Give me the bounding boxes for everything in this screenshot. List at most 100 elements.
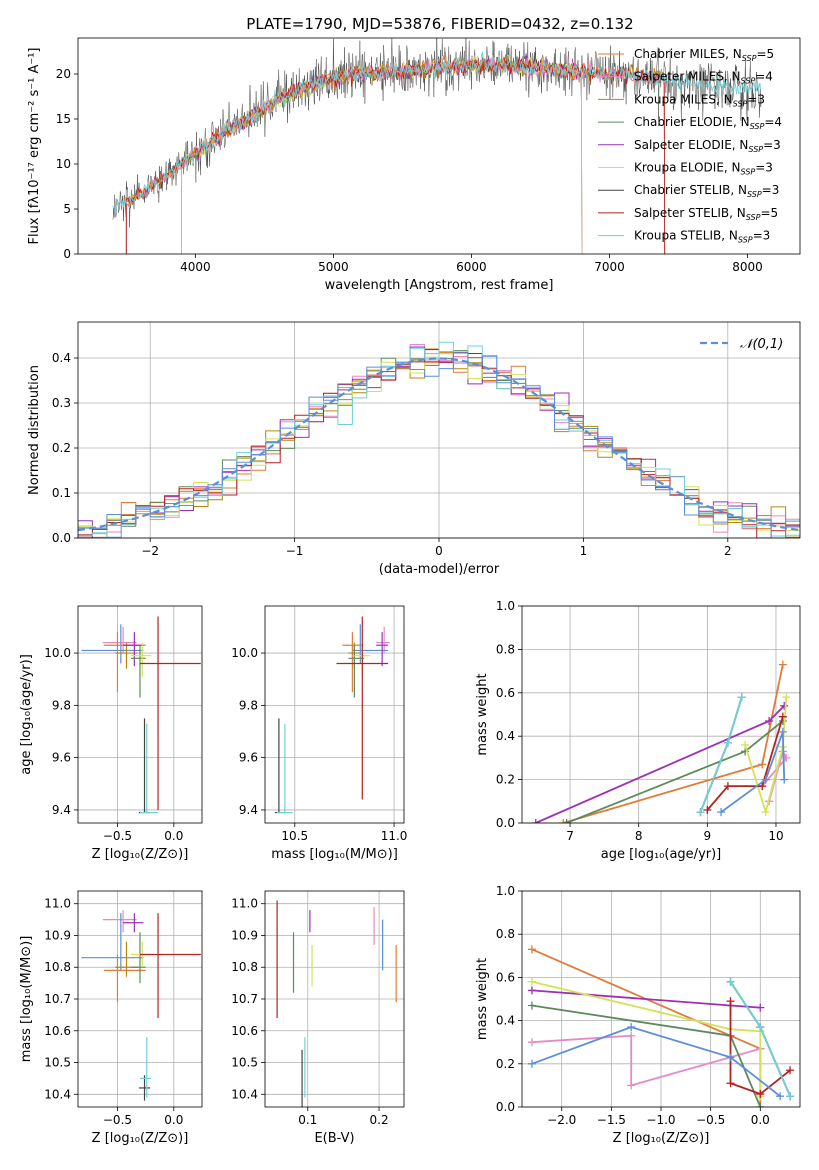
legend-entry: Chabrier MILES, NSSP=5 [634,47,774,63]
weight-line [706,716,784,811]
histogram-step-8 [78,351,800,538]
y-tick-label: 0.0 [496,816,515,830]
spectrum-line-kroupa-elodie [181,54,583,254]
weight-line [531,980,762,1097]
plot-area [81,910,201,1101]
y-tick-label: 9.8 [52,698,71,712]
x-tick-label: 0.0 [164,829,183,843]
x-tick-label: −0.5 [103,1113,132,1127]
weight-marker [527,1038,536,1047]
y-tick-label: 0.0 [496,1100,515,1114]
weight-marker [776,1092,785,1101]
weight-marker [778,660,787,669]
y-tick-label: 10.7 [231,992,258,1006]
weight-marker [527,986,536,995]
legend-entry-count: =3 [753,229,771,243]
errorbar-point [274,718,285,814]
y-tick-label: 10.9 [231,928,258,942]
x-tick-label: 9 [704,829,712,843]
y-axis-label: mass weight [475,958,490,1040]
y-tick-label: 11.0 [231,897,258,911]
legend-subscript: SSP [741,77,756,86]
y-tick-label: 9.6 [52,751,71,765]
mass-vs-metallicity-panel: −0.5 0.0 10.4 10.5 10.6 10.7 10.8 10.9 11.0 Z [lo… [19,890,203,1146]
y-tick-label: 9.6 [239,751,258,765]
x-axis-label: wavelength [Angstrom, rest frame] [325,278,554,293]
y-tick-label: 0.4 [496,729,515,743]
weight-line [531,989,761,1009]
x-tick-label: −0.5 [103,829,132,843]
weight-marker [696,808,705,817]
legend-subscript: SSP [733,99,748,108]
legend-subscript: SSP [747,190,762,199]
errorbar-point [376,632,389,667]
weight-marker [527,1059,536,1068]
plot-area [527,945,795,1107]
weight-marker [780,775,789,784]
errorbar-point [130,645,146,698]
weight-marker [756,1003,765,1012]
legend-entry-label: Salpeter STELIB, N [634,206,746,220]
y-axis-label: age [log₁₀(age/yr)] [19,654,34,775]
x-tick-label: −1.0 [646,1113,675,1127]
weight-marker [786,1066,795,1075]
x-tick-label: 7 [566,829,574,843]
weight-line [531,1026,781,1097]
x-axis-label: mass [log₁₀(M/M⊙)] [271,847,398,862]
y-tick-label: 10.8 [231,960,258,974]
legend-subscript: SSP [742,54,757,63]
x-tick-label: 6000 [456,260,487,274]
mass-vs-ebv-panel: 0.1 0.2 10.4 10.5 10.6 10.7 10.8 10.9 11.0 E(B-V) [231,890,405,1146]
weight-marker [531,819,540,823]
legend-entry-label: Kroupa ELODIE, N [634,161,741,175]
legend-entry-label: Chabrier MILES, N [634,47,742,61]
spectrum-line-chabrier-elodie [181,54,583,254]
legend-entry: Salpeter ELODIE, NSSP=3 [634,138,781,154]
weight-line [531,1034,761,1087]
x-tick-label: −1 [286,544,304,558]
y-axis-label: Flux [fλ10⁻¹⁷ erg cm⁻² s⁻¹ A⁻¹] [27,48,42,245]
legend-entry-label: Kroupa STELIB, N [634,229,738,243]
x-tick-label: 7000 [594,260,625,274]
errorbar-point [81,624,144,664]
y-tick-label: 10.6 [231,1024,258,1038]
errorbar-point [130,642,152,677]
y-tick-label: 0.4 [496,1014,515,1028]
legend-entry: Kroupa MILES, NSSP=3 [634,92,765,108]
errorbar-point [140,723,159,814]
y-tick-label: 5 [63,202,71,216]
residual-histogram-panel: −2 −1 0 1 2 0.0 0.1 0.2 0.3 0.4 (data-model)/error… [27,321,801,577]
weight-vs-age-panel: 7 8 9 10 0.0 0.2 0.4 0.6 0.8 1.0 age [log₁₀(age/yr… [475,599,801,862]
x-tick-label: −2.0 [547,1113,576,1127]
weight-marker [756,1023,765,1032]
legend-entry: Kroupa STELIB, NSSP=3 [634,229,770,245]
errorbar-point [115,941,138,977]
y-tick-label: 0.8 [496,927,515,941]
y-tick-label: 1.0 [496,884,515,898]
weight-marker [756,1090,765,1099]
errorbar-point [276,723,293,814]
legend-entry-count: =4 [755,70,773,84]
x-axis-label: Z [log₁₀(Z/Z⊙)] [92,847,189,862]
weight-marker [723,738,732,747]
legend-entry-count: =4 [764,115,782,129]
legend-entry-count: =3 [747,92,765,106]
x-tick-label: 0.1 [298,1113,317,1127]
y-tick-label: 0.6 [496,970,515,984]
x-axis-label: (data-model)/error [379,562,500,577]
spectrum-line-kroupa-stelib [112,51,762,213]
errorbar-point [102,626,137,654]
errorbar-point [138,718,151,814]
y-tick-label: 0.4 [52,351,71,365]
y-axis-label: mass [log₁₀(M/M⊙)] [19,936,34,1063]
x-tick-label: 10.5 [281,829,308,843]
weight-marker [627,1081,636,1090]
plot-area [78,341,800,538]
weight-marker [758,760,767,769]
weight-marker [627,1023,636,1032]
legend-subscript: SSP [750,122,765,131]
y-tick-label: 0.2 [496,1057,515,1071]
weight-marker [761,775,770,784]
